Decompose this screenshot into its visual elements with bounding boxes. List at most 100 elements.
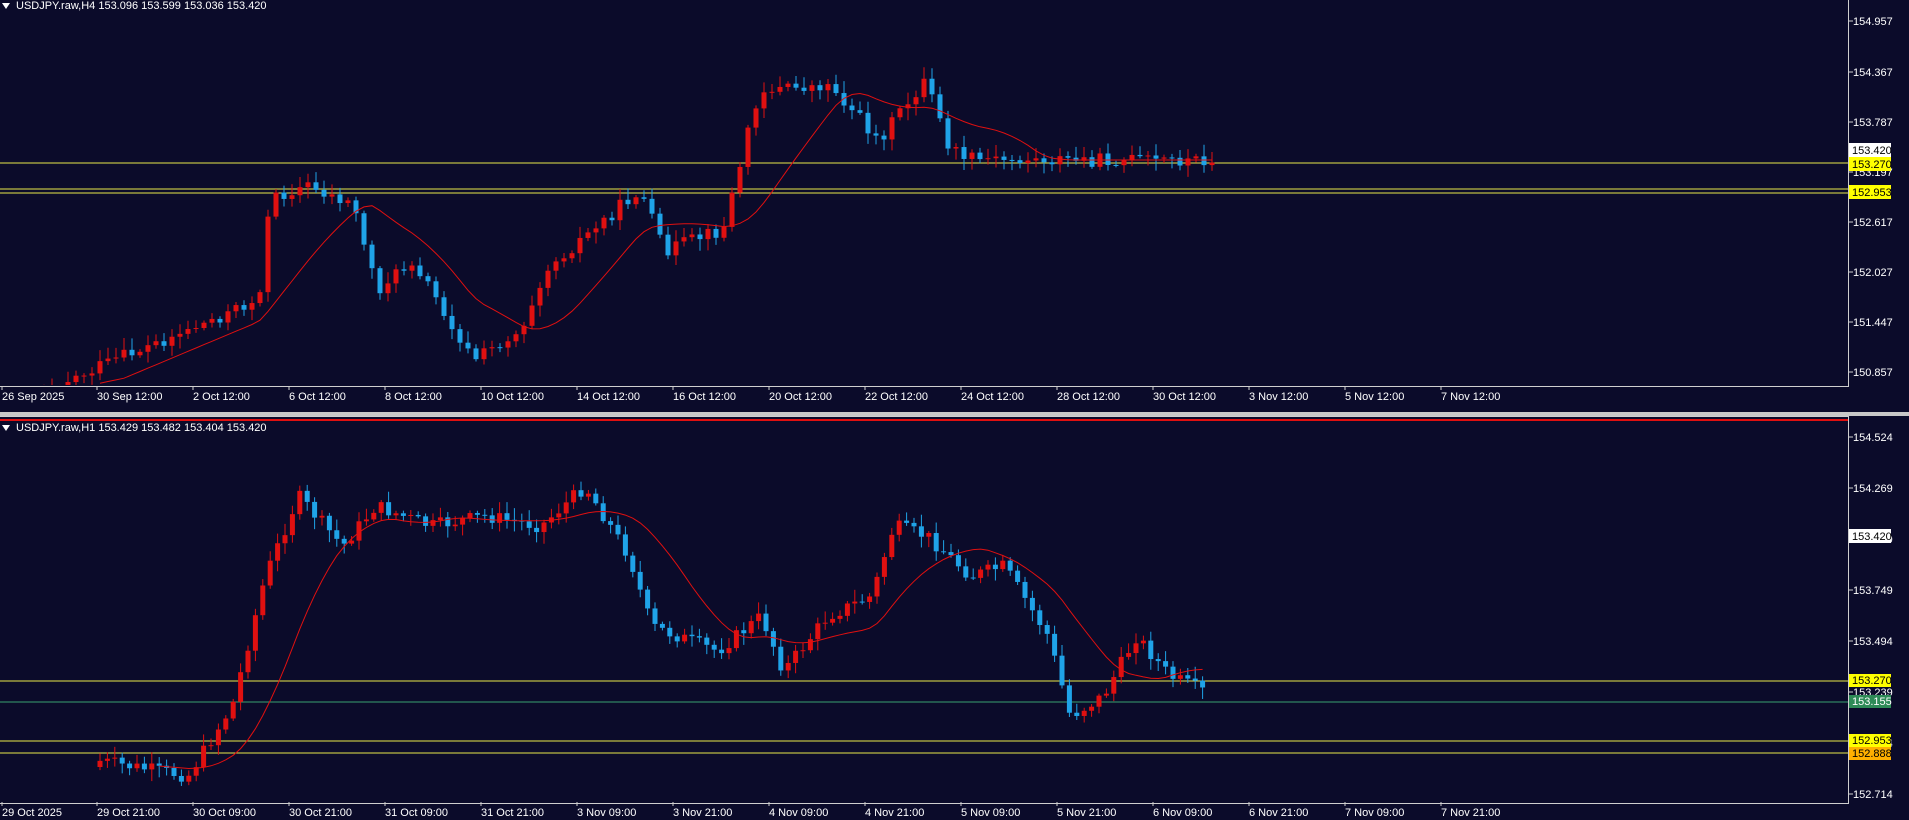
h4-candle-body xyxy=(913,97,919,105)
h1-candle-body xyxy=(918,526,924,537)
h4-candle-body xyxy=(65,382,71,385)
h4-candle-body xyxy=(161,341,167,346)
h4-candle-body xyxy=(729,192,735,227)
h1-candle-body xyxy=(689,634,695,637)
h4-candle-body xyxy=(649,198,655,214)
h4-candle-body xyxy=(337,194,343,204)
h1-candle-body xyxy=(141,763,147,770)
h4-candle-body xyxy=(881,135,887,140)
h4-time-tick-label: 30 Sep 12:00 xyxy=(97,391,162,403)
h1-candle-body xyxy=(326,515,332,531)
h1-candle-body xyxy=(482,514,488,516)
collapse-triangle-icon[interactable] xyxy=(2,3,10,9)
h1-price-tick-label: 153.494 xyxy=(1853,636,1893,648)
h1-candle-body xyxy=(282,535,288,544)
h4-candle-body xyxy=(393,269,399,284)
h4-candle-body xyxy=(1081,157,1087,161)
h1-candle-body xyxy=(1096,695,1102,707)
h4-candle-body xyxy=(1169,157,1175,159)
h1-candle-body xyxy=(134,763,140,769)
h1-candle-body xyxy=(955,555,961,567)
h1-candle-body xyxy=(726,648,732,654)
h1-level-label: 153.155 xyxy=(1852,696,1892,708)
h4-candle-body xyxy=(193,328,199,330)
h4-candle-body xyxy=(353,200,359,214)
h4-candle-body xyxy=(465,342,471,349)
h4-candle-body xyxy=(993,156,999,159)
h4-price-tick-label: 154.367 xyxy=(1853,67,1893,79)
h4-candle-body xyxy=(273,192,279,217)
h4-candle-body xyxy=(449,315,455,330)
h1-candle-body xyxy=(1118,656,1124,678)
h1-plot-area[interactable] xyxy=(0,416,1849,804)
h1-candle-body xyxy=(193,767,199,776)
h1-candle-body xyxy=(948,552,954,556)
h4-legend-text: USDJPY.raw,H4 153.096 153.599 153.036 15… xyxy=(16,0,267,12)
h1-candle-body xyxy=(127,763,133,769)
h1-candle-body xyxy=(371,512,377,520)
h4-candle-body xyxy=(761,92,767,109)
h4-plot-area[interactable] xyxy=(0,0,1849,387)
h4-candle-body xyxy=(873,133,879,136)
h1-level-label: 152.953 xyxy=(1852,735,1892,747)
h4-candle-body xyxy=(1017,160,1023,164)
h4-candle-body xyxy=(441,297,447,316)
h4-candle-body xyxy=(681,237,687,242)
h1-candle-body xyxy=(1089,706,1095,711)
h4-candle-body xyxy=(865,112,871,134)
h1-time-tick-label: 30 Oct 21:00 xyxy=(289,807,352,819)
h1-candle-body xyxy=(400,513,406,516)
h4-candle-body xyxy=(401,269,407,271)
pane-divider[interactable] xyxy=(0,412,1909,416)
h1-candle-body xyxy=(238,672,244,702)
h1-candle-body xyxy=(201,745,207,768)
h1-candle-body xyxy=(1148,640,1154,660)
h1-current-price-label: 153.420 xyxy=(1852,531,1892,543)
h4-candle-body xyxy=(313,182,319,190)
h4-time-tick-label: 22 Oct 12:00 xyxy=(865,391,928,403)
h4-candle-body xyxy=(569,253,575,259)
h4-candle-body xyxy=(369,244,375,269)
h1-moving-average-line xyxy=(159,510,1203,770)
h4-candle-body xyxy=(1145,155,1151,157)
h1-chart-pane[interactable]: 154.524154.269154.009153.749153.494153.2… xyxy=(0,416,1909,820)
h4-candle-body xyxy=(89,373,95,376)
h1-candle-body xyxy=(867,596,873,602)
h1-legend-text: USDJPY.raw,H1 153.429 153.482 153.404 15… xyxy=(16,422,267,434)
h4-candle-body xyxy=(329,194,335,197)
h1-candle-body xyxy=(415,514,421,517)
h1-top-border-line xyxy=(0,419,1849,421)
h1-candle-body xyxy=(104,758,110,761)
h4-candle-body xyxy=(289,195,295,199)
h4-chart-pane[interactable]: 154.957 154.367 153.787 153.197 152.617 152.0… xyxy=(0,0,1909,412)
h4-candle-body xyxy=(785,83,791,87)
h1-candle-body xyxy=(1029,597,1035,611)
h1-candle-body xyxy=(733,630,739,649)
h1-candle-body xyxy=(711,644,717,650)
h1-candle-body xyxy=(778,646,784,671)
h1-candle-body xyxy=(1140,640,1146,644)
h1-candle-body xyxy=(645,589,651,609)
h4-candle-body xyxy=(457,329,463,343)
h1-candle-body xyxy=(748,621,754,634)
h1-candle-body xyxy=(844,603,850,616)
h4-level-label: 153.270 xyxy=(1852,159,1892,171)
h1-time-tick-label: 7 Nov 21:00 xyxy=(1441,807,1500,819)
h1-candle-body xyxy=(363,519,369,522)
h4-time-tick-label: 10 Oct 12:00 xyxy=(481,391,544,403)
h4-candle-body xyxy=(585,232,591,238)
h1-time-tick-label: 3 Nov 21:00 xyxy=(673,807,732,819)
h1-candle-body xyxy=(904,520,910,523)
h4-time-tick-label: 7 Nov 12:00 xyxy=(1441,391,1500,403)
h4-candle-body xyxy=(937,94,943,119)
h1-candle-body xyxy=(770,631,776,647)
h4-time-tick-label: 6 Oct 12:00 xyxy=(289,391,346,403)
h1-candle-body xyxy=(992,564,998,570)
h4-candle-body xyxy=(1121,159,1127,166)
h4-candle-body xyxy=(1153,155,1159,159)
collapse-triangle-icon[interactable] xyxy=(2,425,10,431)
h1-candle-body xyxy=(1044,625,1050,634)
h1-candle-body xyxy=(1126,653,1132,657)
h4-candle-body xyxy=(97,361,103,374)
h4-candle-body xyxy=(1105,153,1111,165)
